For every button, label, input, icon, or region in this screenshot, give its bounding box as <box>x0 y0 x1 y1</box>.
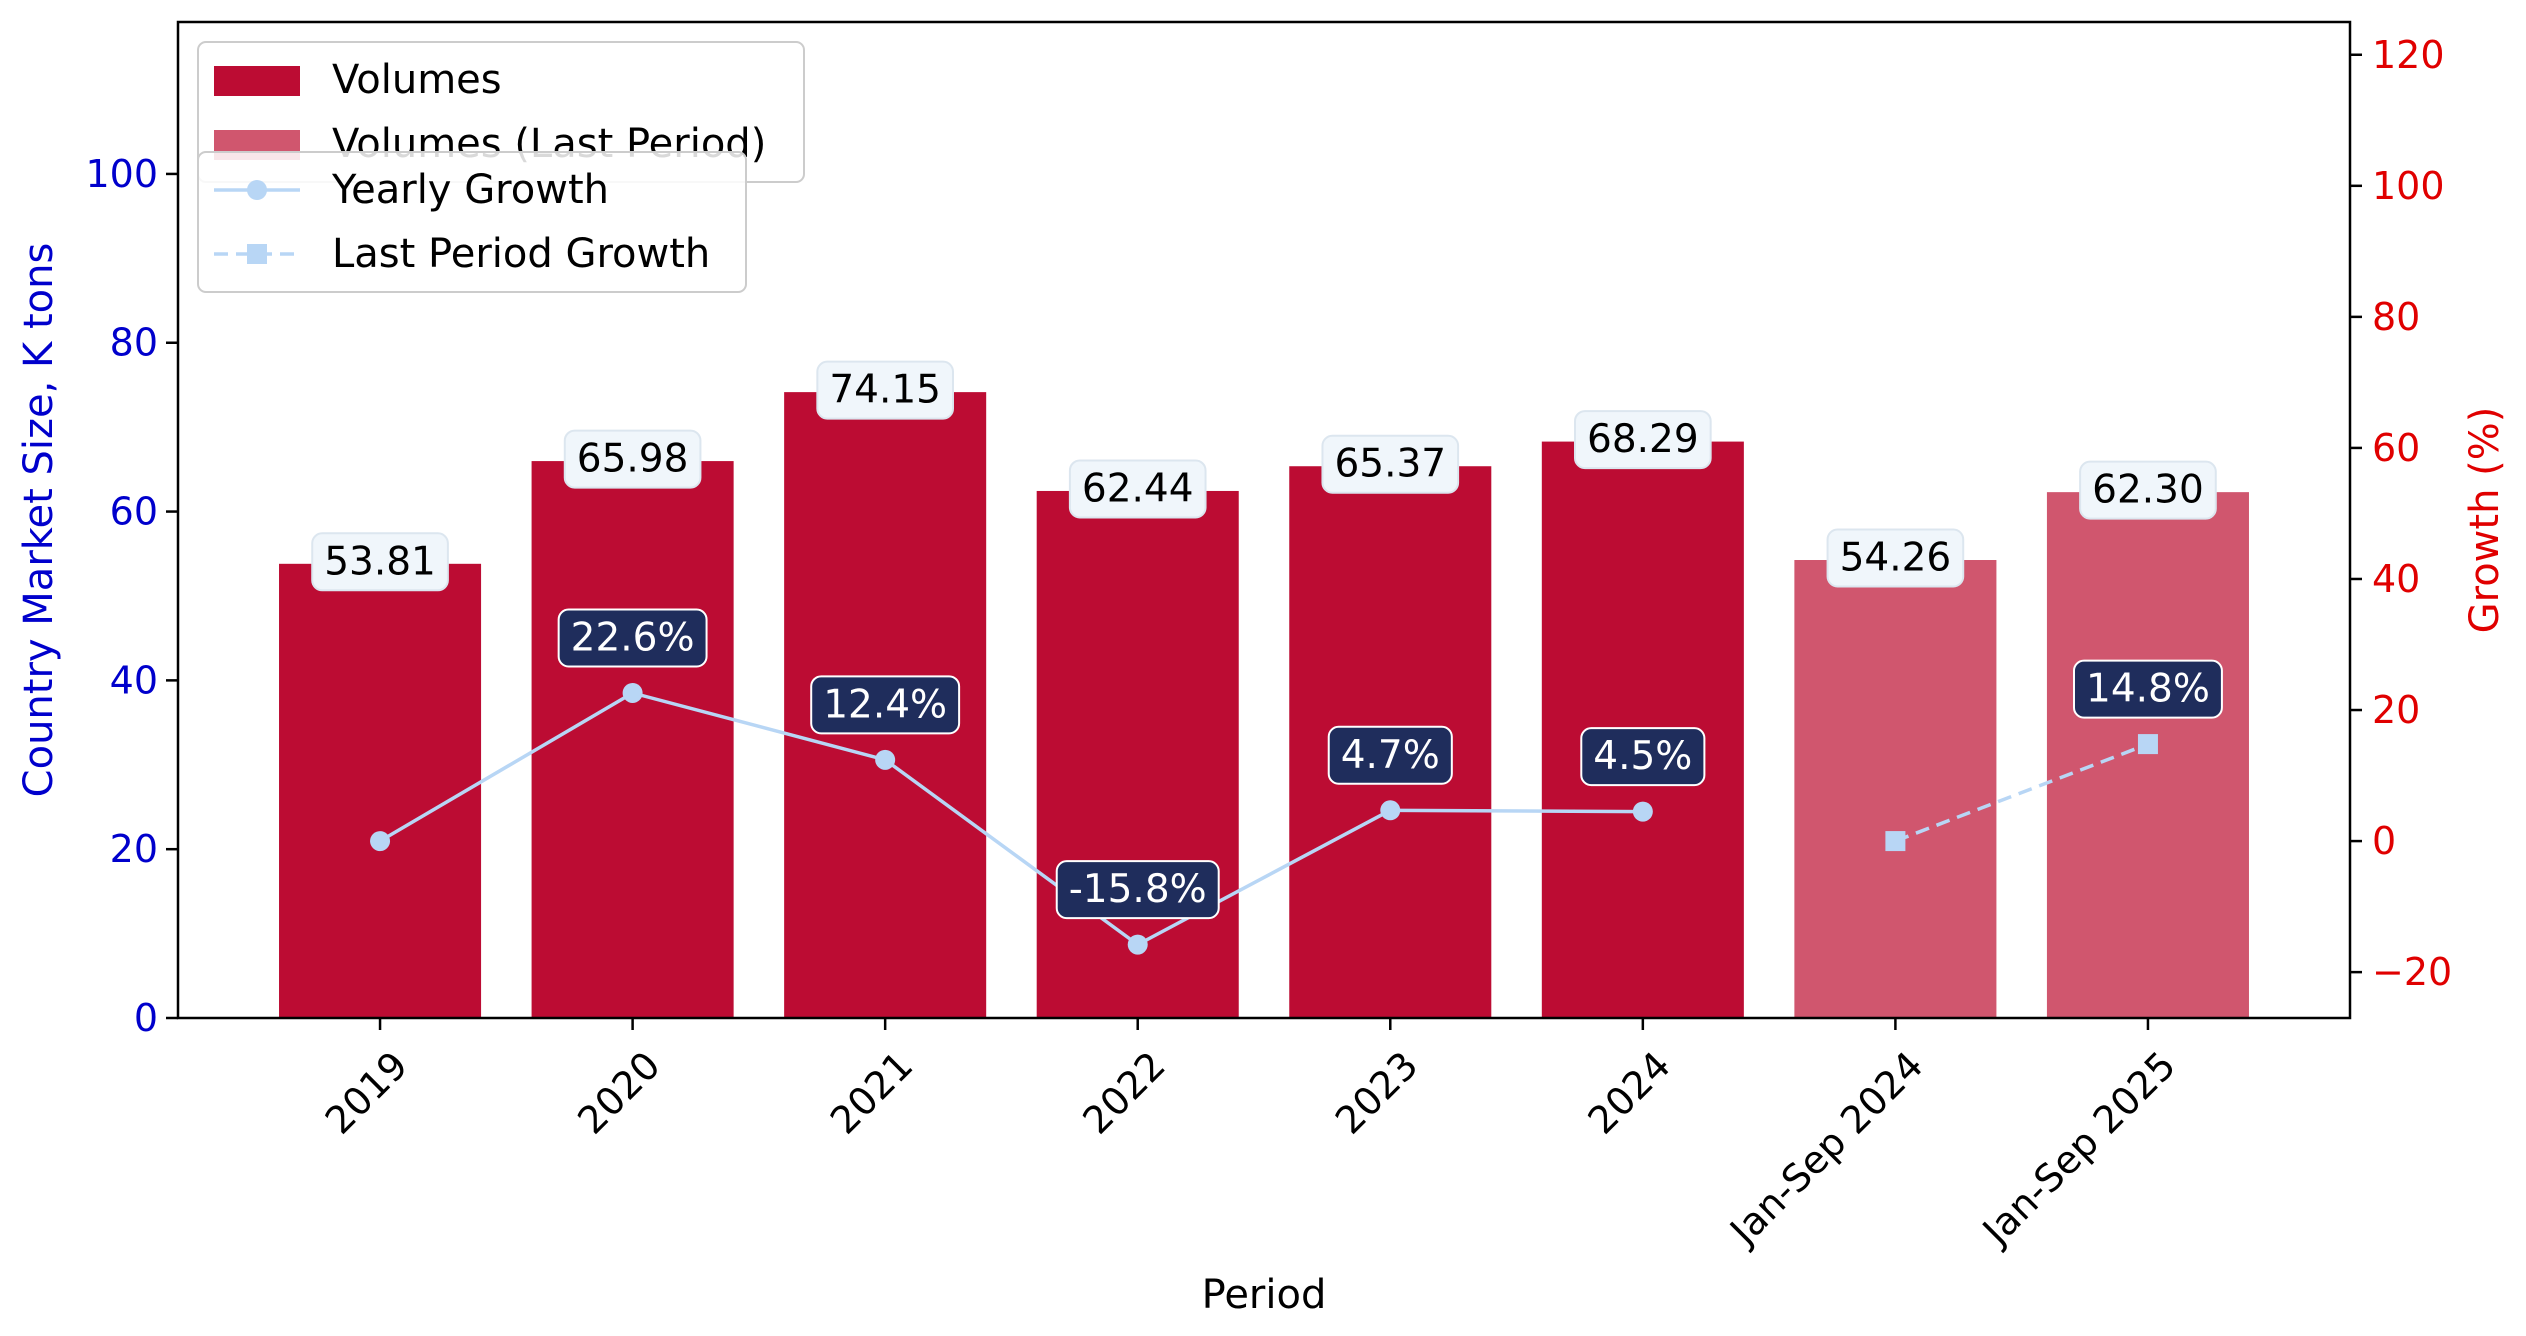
y2-axis-title: Growth (%) <box>2462 407 2508 634</box>
svg-text:14.8%: 14.8% <box>2086 667 2210 712</box>
growth-label-2021: 12.4% <box>810 675 961 735</box>
svg-text:54.26: 54.26 <box>1840 536 1952 581</box>
y2-tick-label: −20 <box>2372 950 2452 994</box>
svg-text:74.15: 74.15 <box>829 368 941 413</box>
y-tick-label: 20 <box>110 827 158 871</box>
svg-text:65.37: 65.37 <box>1334 442 1446 487</box>
legend-marker <box>247 244 267 264</box>
plot-frame <box>176 20 2352 1020</box>
legend-entry-volumes: Volumes <box>332 57 502 103</box>
svg-text:12.4%: 12.4% <box>823 682 947 727</box>
y-tick-label: 60 <box>110 490 158 534</box>
svg-text:4.5%: 4.5% <box>1593 734 1692 779</box>
bar-value-label-2023: 65.37 <box>1321 434 1460 494</box>
svg-text:4.7%: 4.7% <box>1341 733 1440 778</box>
y-tick-label: 0 <box>134 996 158 1040</box>
label-box <box>1574 410 1712 470</box>
label-box <box>557 608 708 668</box>
x-axis-title: Period <box>1202 1272 1327 1318</box>
bar-value-label-2020: 65.98 <box>563 429 702 489</box>
label-box <box>1327 725 1453 785</box>
y-axis-title: Country Market Size, K tons <box>16 243 62 798</box>
growth-label-jan-sep-2025: 14.8% <box>2073 659 2223 719</box>
bar-value-label-jan-sep-2025: 62.30 <box>2079 460 2217 520</box>
svg-text:53.81: 53.81 <box>324 539 436 584</box>
label-box <box>1055 860 1220 920</box>
point-marker-2022 <box>1127 934 1148 955</box>
bar-value-label-2021: 74.15 <box>816 360 954 420</box>
legend-entry-yearly-growth: Yearly Growth <box>331 167 609 213</box>
growth-label-2020: 22.6% <box>557 608 708 668</box>
bar-2019 <box>279 563 482 1018</box>
svg-text:65.98: 65.98 <box>577 437 689 482</box>
legend-entry-last-period-growth: Last Period Growth <box>332 231 710 277</box>
svg-text:62.44: 62.44 <box>1082 466 1194 511</box>
line-yearly-growth <box>379 691 1643 947</box>
svg-text:62.30: 62.30 <box>2092 468 2204 513</box>
bar-value-label-2022: 62.44 <box>1068 459 1207 519</box>
svg-text:22.6%: 22.6% <box>571 615 695 660</box>
legend-swatch-volumes <box>214 66 300 96</box>
label-box <box>1321 434 1460 494</box>
bar-value-label-jan-sep-2024: 54.26 <box>1826 528 1965 588</box>
growth-label-2022: -15.8% <box>1055 860 1220 920</box>
bar-value-label-2019: 53.81 <box>311 532 449 592</box>
bar-jan-sep-2025 <box>2046 492 2249 1018</box>
label-box <box>1068 459 1207 519</box>
bar-value-label-2024: 68.29 <box>1574 410 1712 470</box>
svg-text:68.29: 68.29 <box>1587 417 1699 462</box>
legend: Yearly Growth Last Period Growth <box>197 151 747 293</box>
growth-label-2024: 4.5% <box>1580 727 1706 787</box>
square-marker-jan-sep-2024 <box>1885 831 1906 852</box>
bar-2020 <box>531 461 734 1018</box>
point-marker-2020 <box>622 682 643 703</box>
y-tick-label: 80 <box>110 321 158 365</box>
y2-tick-label: 120 <box>2372 33 2445 77</box>
y2-tick-label: 20 <box>2372 688 2420 732</box>
line-last-period-growth <box>1894 742 2149 843</box>
bar-2022 <box>1036 490 1239 1018</box>
label-box <box>816 360 954 420</box>
point-marker-2019 <box>370 831 391 852</box>
label-box <box>1826 528 1965 588</box>
label-box <box>2079 460 2217 520</box>
label-box <box>810 675 961 735</box>
legend-marker <box>247 180 267 200</box>
y-tick-label: 100 <box>85 152 158 196</box>
y2-tick-label: 100 <box>2372 164 2445 208</box>
point-marker-2021 <box>875 749 896 770</box>
growth-label-2023: 4.7% <box>1327 725 1453 785</box>
point-marker-2024 <box>1632 801 1653 822</box>
label-box <box>563 429 702 489</box>
y2-tick-label: 0 <box>2372 819 2396 863</box>
y2-tick-label: 40 <box>2372 557 2420 601</box>
y2-tick-label: 80 <box>2372 295 2420 339</box>
svg-text:-15.8%: -15.8% <box>1069 867 1207 912</box>
label-box <box>1580 727 1706 787</box>
point-marker-2023 <box>1380 800 1401 821</box>
square-marker-jan-sep-2025 <box>2137 734 2158 755</box>
bar-jan-sep-2024 <box>1794 560 1997 1018</box>
legend-box <box>197 151 747 293</box>
label-box <box>2073 659 2223 719</box>
y-tick-label: 40 <box>110 658 158 702</box>
y2-tick-label: 60 <box>2372 426 2420 470</box>
label-box <box>311 532 449 592</box>
